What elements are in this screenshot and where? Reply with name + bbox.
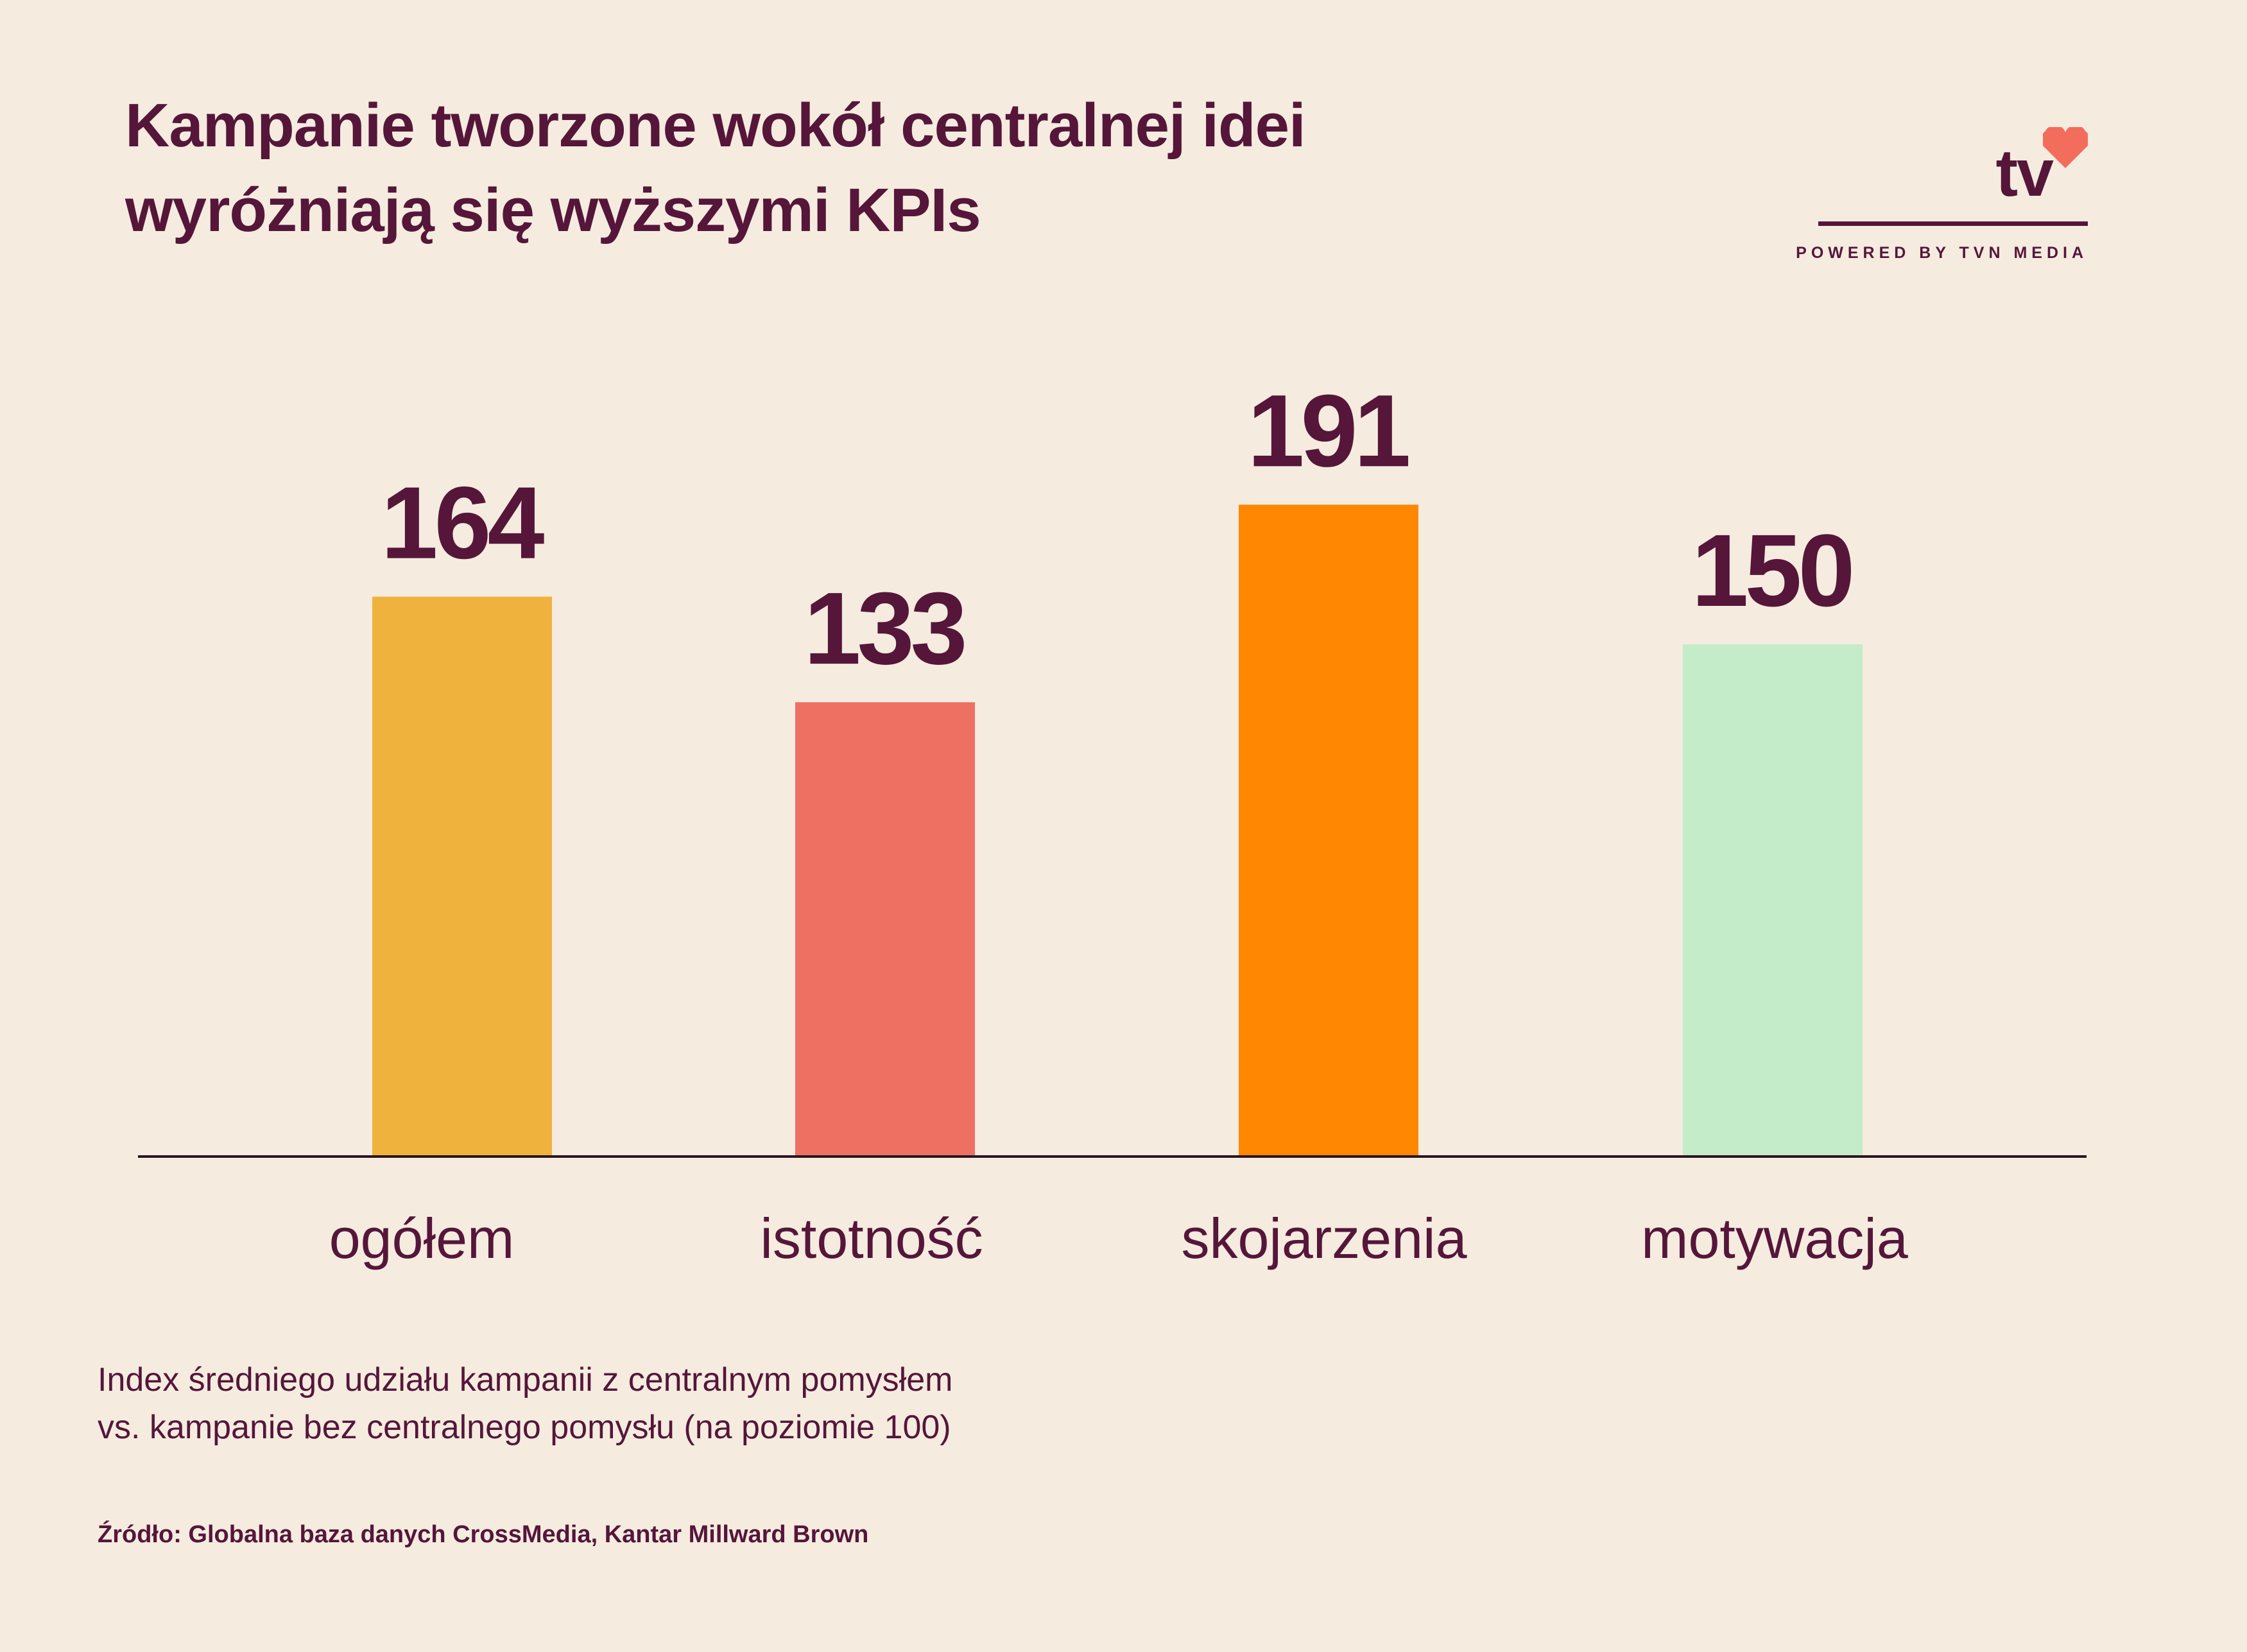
bar-1 (372, 596, 552, 1155)
value-label-1: 164 (381, 465, 545, 580)
title-line-1: Kampanie tworzone wokół centralnej idei (125, 91, 1306, 160)
category-labels-group: ogółem istotność skojarzenia motywacja (329, 1207, 1908, 1270)
category-label-2: istotność (760, 1207, 983, 1270)
logo-text: tv (1995, 136, 2054, 211)
subtitle-line-2: vs. kampanie bez centralnego pomysłu (na… (98, 1409, 951, 1446)
title-line-2: wyróżniają się wyższymi KPIs (125, 176, 981, 245)
value-label-2: 133 (804, 571, 965, 685)
chart-title: Kampanie tworzone wokół centralnej idei … (125, 83, 1601, 253)
logo-tagline: POWERED BY TVN MEDIA (1796, 244, 2088, 262)
value-labels-group: 164 133 191 150 (381, 373, 1855, 685)
subtitle-line-1: Index średniego udziału kampanii z centr… (98, 1361, 953, 1398)
category-label-3: skojarzenia (1181, 1207, 1467, 1270)
source-note: Źródło: Globalna baza danych CrossMedia,… (98, 1521, 869, 1548)
heart-icon (2043, 127, 2088, 168)
value-label-4: 150 (1692, 513, 1852, 628)
bar-2 (795, 702, 975, 1155)
logo-divider (1818, 221, 2088, 226)
tv-logo: tv POWERED BY TVN MEDIA (1796, 122, 2088, 276)
bar-3 (1239, 504, 1418, 1155)
category-label-1: ogółem (329, 1207, 515, 1270)
chart-subtitle: Index średniego udziału kampanii z centr… (98, 1356, 952, 1451)
bar-4 (1683, 644, 1863, 1155)
value-label-3: 191 (1248, 373, 1409, 488)
category-label-4: motywacja (1641, 1207, 1908, 1270)
bars-group (372, 504, 1863, 1155)
